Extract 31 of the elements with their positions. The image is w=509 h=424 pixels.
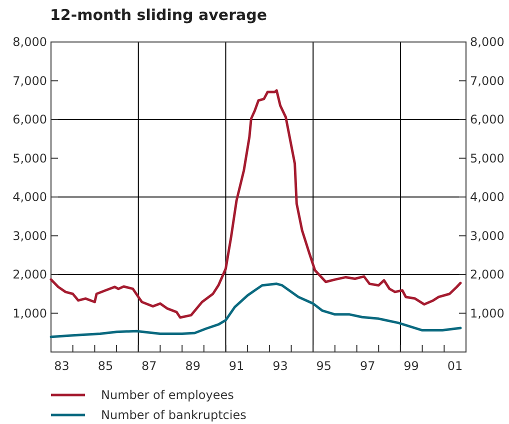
y2-tick-label: 2,000 (470, 268, 504, 282)
x-tick-label: 87 (142, 359, 157, 373)
line-series (50, 282, 462, 338)
y2-tick-label: 6,000 (470, 112, 504, 127)
x-tick-label: 91 (228, 359, 244, 373)
y-tick-label: 8,000 (12, 35, 47, 50)
y2-tick-label: 5,000 (470, 151, 504, 166)
y-tick-label: 6,000 (12, 112, 47, 127)
y2-tick-label: 8,000 (470, 35, 504, 50)
line-series (50, 89, 462, 319)
legend-label: Number of employees (101, 388, 234, 402)
y-tick-label: 2,000 (12, 268, 47, 282)
legend-label: Number of bankruptcies (101, 408, 246, 422)
y2-tick-label: 7,000 (470, 74, 504, 88)
y-tick-label: 7,000 (12, 74, 47, 88)
x-tick-label: 99 (404, 359, 419, 373)
x-tick-label: 95 (316, 359, 332, 373)
x-tick-label: 93 (272, 359, 288, 373)
y-tick-label: 1,000 (12, 306, 47, 320)
x-tick-label: 97 (360, 359, 376, 373)
y2-tick-label: 1,000 (470, 306, 504, 320)
y2-tick-label: 3,000 (470, 228, 504, 243)
y-tick-label: 4,000 (12, 190, 47, 204)
x-tick-label: 01 (447, 359, 463, 373)
y2-tick-label: 4,000 (470, 190, 504, 204)
chart-title: 12-month sliding average (50, 6, 268, 24)
y-tick-label: 5,000 (12, 151, 47, 166)
x-tick-label: 85 (98, 359, 114, 373)
y-tick-label: 3,000 (12, 228, 47, 243)
x-tick-label: 83 (54, 359, 70, 373)
x-tick-label: 89 (185, 359, 201, 373)
